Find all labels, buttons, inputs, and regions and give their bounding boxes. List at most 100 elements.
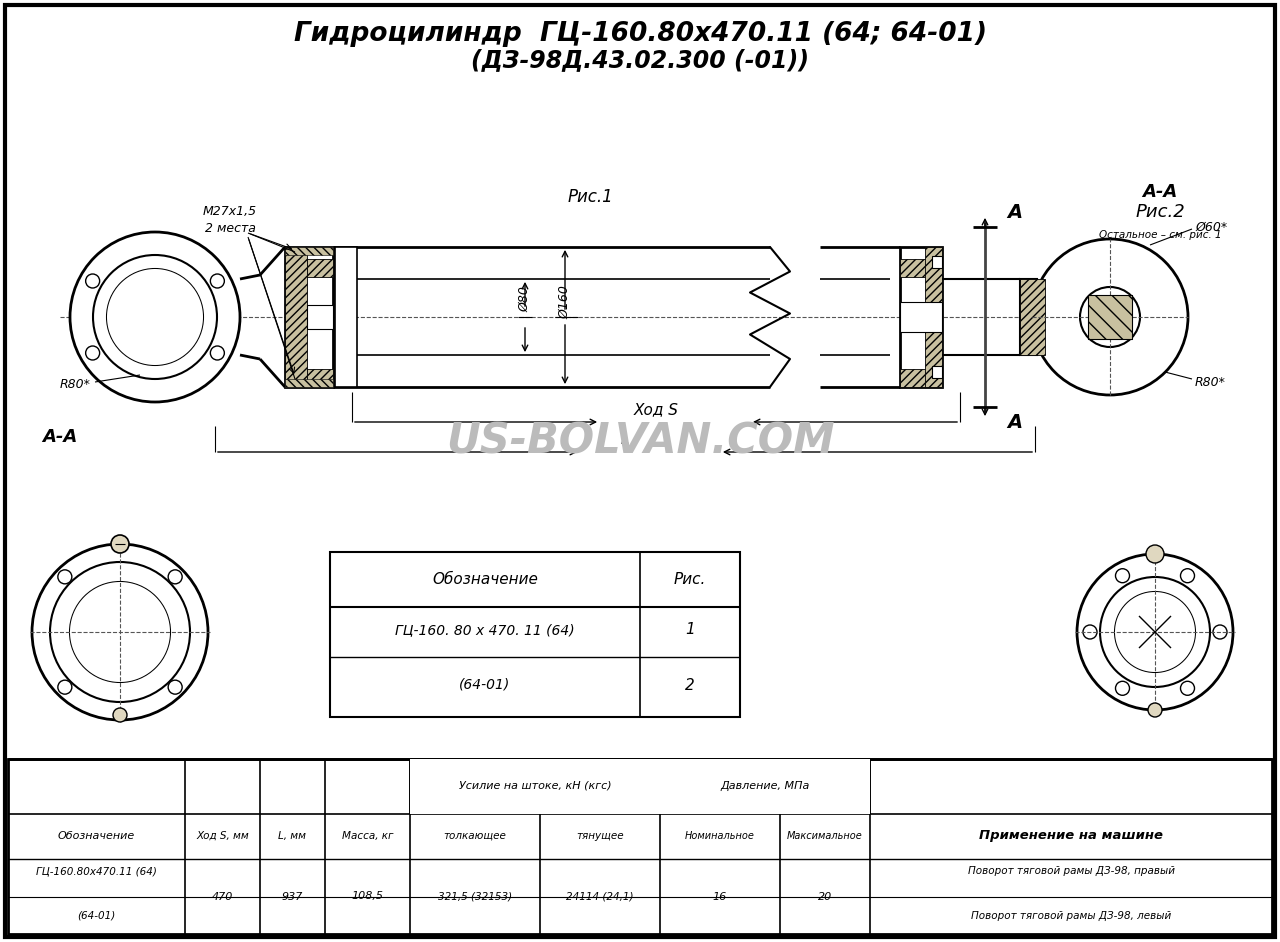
Text: ГЦ-160. 80 х 470. 11 (64): ГЦ-160. 80 х 470. 11 (64)	[396, 623, 575, 637]
Circle shape	[1100, 306, 1121, 328]
Text: М27х1,5: М27х1,5	[204, 205, 257, 219]
Circle shape	[1083, 625, 1097, 639]
Circle shape	[50, 562, 189, 702]
Text: Рис.2: Рис.2	[1135, 203, 1185, 221]
Text: Усилие на штоке, кН (кгс): Усилие на штоке, кН (кгс)	[458, 781, 612, 791]
Bar	[8, 759, 1272, 934]
Circle shape	[1115, 569, 1129, 583]
Circle shape	[70, 582, 170, 682]
Polygon shape	[108, 269, 204, 365]
Text: R80*: R80*	[1196, 376, 1226, 388]
Circle shape	[93, 255, 218, 379]
Circle shape	[86, 346, 100, 360]
Polygon shape	[93, 255, 218, 379]
Circle shape	[1115, 681, 1129, 695]
Bar	[925, 247, 942, 387]
Circle shape	[58, 680, 72, 694]
Text: Рис.1: Рис.1	[567, 188, 613, 206]
Bar	[660, 759, 870, 814]
Circle shape	[1076, 554, 1233, 710]
Bar	[285, 379, 333, 387]
Text: А: А	[1007, 203, 1023, 221]
Text: Поворот тяговой рамы ДЗ-98, левый: Поворот тяговой рамы ДЗ-98, левый	[970, 911, 1171, 920]
Bar	[410, 759, 660, 814]
Bar	[1020, 279, 1037, 355]
Circle shape	[1139, 616, 1171, 648]
Circle shape	[113, 708, 127, 722]
Text: R80*: R80*	[60, 379, 91, 392]
Text: А: А	[1007, 413, 1023, 431]
Text: Гидроцилиндр  ГЦ-160.80х470.11 (64; 64-01): Гидроцилиндр ГЦ-160.80х470.11 (64; 64-01…	[293, 21, 987, 47]
Text: ГЦ-160.80х470.11 (64): ГЦ-160.80х470.11 (64)	[36, 866, 157, 876]
Circle shape	[1126, 604, 1183, 660]
Circle shape	[1032, 239, 1188, 395]
Circle shape	[168, 680, 182, 694]
Polygon shape	[70, 582, 170, 682]
Circle shape	[58, 570, 72, 584]
Bar	[900, 369, 942, 387]
Text: толкающее: толкающее	[444, 831, 507, 841]
Circle shape	[1148, 703, 1162, 717]
Bar	[285, 247, 307, 387]
Bar	[1088, 295, 1132, 339]
Circle shape	[168, 570, 182, 584]
Circle shape	[1080, 287, 1140, 347]
Text: L, мм: L, мм	[279, 831, 306, 841]
Text: (64-01): (64-01)	[460, 678, 511, 692]
Text: 16: 16	[713, 891, 727, 901]
Text: А-А: А-А	[42, 428, 78, 446]
Text: тянущее: тянущее	[576, 831, 623, 841]
Text: 321,5 (32153): 321,5 (32153)	[438, 891, 512, 901]
Bar	[307, 369, 333, 387]
Bar	[335, 247, 357, 387]
Bar	[335, 249, 355, 385]
Circle shape	[1115, 592, 1196, 672]
Text: Ход S: Ход S	[634, 402, 678, 417]
Text: Обозначение: Обозначение	[58, 831, 136, 841]
Text: (64-01): (64-01)	[77, 911, 115, 920]
Polygon shape	[1115, 592, 1196, 672]
Text: А-А: А-А	[1142, 183, 1178, 201]
Bar	[900, 302, 942, 332]
Text: Остальное – см. рис. 1: Остальное – см. рис. 1	[1098, 230, 1221, 240]
Text: Ход S, мм: Ход S, мм	[196, 831, 248, 841]
Circle shape	[210, 274, 224, 288]
Bar	[932, 366, 942, 378]
Bar	[307, 259, 333, 277]
Bar	[285, 247, 333, 387]
Text: 20: 20	[818, 891, 832, 901]
Text: Ø160: Ø160	[558, 285, 571, 319]
Circle shape	[111, 535, 129, 553]
Circle shape	[86, 274, 100, 288]
Text: 1: 1	[685, 623, 695, 638]
Text: Рис.: Рис.	[673, 573, 707, 588]
Text: 108,5: 108,5	[352, 891, 384, 901]
Text: L: L	[621, 432, 630, 447]
Circle shape	[32, 544, 207, 720]
Bar	[330, 552, 740, 717]
Text: Применение на машине: Применение на машине	[979, 830, 1164, 842]
Text: 937: 937	[282, 891, 303, 901]
Text: (ДЗ-98Д.43.02.300 (-01)): (ДЗ-98Д.43.02.300 (-01))	[471, 48, 809, 72]
Text: Масса, кг: Масса, кг	[342, 831, 393, 841]
Bar	[1020, 279, 1044, 355]
Circle shape	[70, 232, 241, 402]
Circle shape	[1213, 625, 1228, 639]
Circle shape	[1100, 577, 1210, 687]
Circle shape	[1091, 297, 1130, 337]
Circle shape	[95, 607, 145, 657]
Text: 470: 470	[211, 891, 233, 901]
Text: Давление, МПа: Давление, МПа	[721, 781, 810, 791]
Text: Максимальное: Максимальное	[787, 831, 863, 841]
Bar	[307, 305, 333, 329]
Bar	[900, 247, 942, 387]
Bar	[1088, 295, 1132, 339]
Text: 24114 (24,1): 24114 (24,1)	[566, 891, 634, 901]
Text: US-BOLVAN.COM: US-BOLVAN.COM	[445, 421, 835, 463]
Circle shape	[108, 269, 204, 365]
Circle shape	[131, 293, 179, 341]
Text: Ø60*: Ø60*	[1196, 220, 1228, 234]
Text: Обозначение: Обозначение	[433, 573, 538, 588]
Text: 2: 2	[685, 677, 695, 692]
Circle shape	[1180, 681, 1194, 695]
